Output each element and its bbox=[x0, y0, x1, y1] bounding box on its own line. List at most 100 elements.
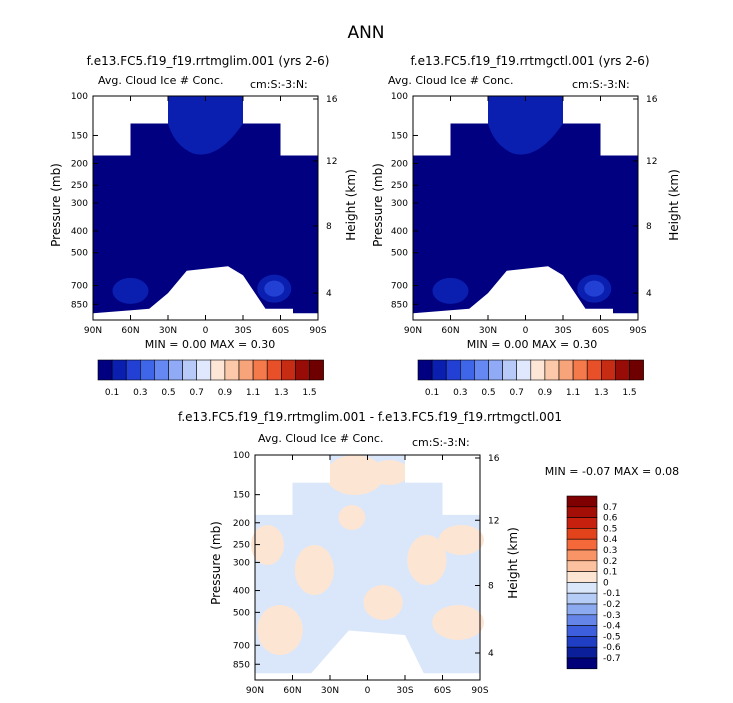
colorbar-swatch bbox=[502, 359, 518, 381]
diff-positive-patch bbox=[251, 525, 284, 565]
x-tick-label: 90S bbox=[471, 686, 488, 696]
y-right-tick-label: 16 bbox=[326, 95, 338, 105]
panel-3-colorbar: 0.70.60.50.40.30.20.10-0.1-0.2-0.3-0.4-0… bbox=[566, 495, 621, 670]
panel-3-title: f.e13.FC5.f19_f19.rrtmglim.001 - f.e13.F… bbox=[178, 410, 562, 424]
x-tick-label: 30S bbox=[396, 686, 413, 696]
y-tick-label: 100 bbox=[233, 451, 250, 461]
y-tick-label: 150 bbox=[391, 131, 408, 141]
y-tick-label: 300 bbox=[71, 199, 88, 209]
panel-1-ylabel: Pressure (mb) bbox=[49, 163, 63, 247]
diff-mask-right bbox=[405, 455, 480, 515]
colorbar-label: -0.7 bbox=[603, 654, 621, 664]
y-right-tick-label: 12 bbox=[488, 516, 499, 526]
panel-2-colorbar: 0.1 0.3 0.5 0.7 0.9 1.1 1.3 1.5 bbox=[417, 359, 644, 398]
x-tick-label: 30S bbox=[554, 326, 571, 336]
field-sh-max-inner bbox=[584, 280, 605, 297]
colorbar-swatch bbox=[474, 359, 489, 381]
y-right-tick-label: 8 bbox=[646, 222, 652, 232]
panel-3-ylabel-right: Height (km) bbox=[506, 527, 520, 598]
colorbar-swatch bbox=[97, 359, 113, 381]
colorbar-swatch bbox=[566, 614, 598, 626]
panel-2-subtitle: Avg. Cloud Ice # Conc. bbox=[388, 74, 513, 87]
y-right-tick-label: 12 bbox=[326, 157, 337, 167]
x-tick-label: 90S bbox=[309, 326, 326, 336]
colorbar-swatch bbox=[252, 359, 268, 381]
diff-positive-patch bbox=[326, 455, 384, 495]
field-nh-max bbox=[112, 277, 149, 304]
colorbar-label: -0.3 bbox=[603, 611, 621, 621]
diff-positive-patch bbox=[369, 460, 409, 485]
colorbar-swatch bbox=[544, 359, 560, 381]
colorbar-label: 0.7 bbox=[603, 503, 617, 513]
y-tick-label: 300 bbox=[233, 558, 250, 568]
panel-3-units: cm:S:-3:N: bbox=[412, 436, 470, 449]
colorbar-label: 0.3 bbox=[133, 388, 147, 398]
diff-positive-patch bbox=[407, 535, 447, 585]
diff-positive-patch bbox=[363, 585, 403, 620]
y-tick-label: 700 bbox=[391, 281, 408, 291]
colorbar-label: -0.6 bbox=[603, 643, 621, 653]
page-title: ANN bbox=[347, 23, 384, 43]
y-tick-label: 850 bbox=[71, 300, 88, 310]
y-right-tick-label: 16 bbox=[488, 454, 500, 464]
colorbar-swatch bbox=[566, 571, 598, 583]
colorbar-swatch bbox=[516, 359, 532, 381]
colorbar-label: 0.5 bbox=[603, 524, 617, 534]
colorbar-swatch bbox=[600, 359, 616, 381]
panel-1: f.e13.FC5.f19_f19.rrtmglim.001 (yrs 2-6)… bbox=[49, 54, 358, 398]
colorbar-label: -0.1 bbox=[603, 589, 621, 599]
diff-positive-patch bbox=[338, 505, 366, 530]
y-tick-label: 100 bbox=[71, 92, 88, 102]
x-tick-label: 30S bbox=[234, 326, 251, 336]
y-right-tick-label: 8 bbox=[326, 222, 332, 232]
colorbar-label: 0.9 bbox=[218, 388, 233, 398]
colorbar-label: 1.1 bbox=[246, 388, 260, 398]
x-tick-label: 30N bbox=[321, 686, 339, 696]
panel-2-minmax: MIN = 0.00 MAX = 0.30 bbox=[467, 338, 597, 351]
panel-2-plot: 90N 60N 30N 0 30S 60S 90S 100 150 200 250 300 400 500… bbox=[391, 92, 658, 336]
y-tick-label: 700 bbox=[233, 641, 250, 651]
x-tick-label: 90N bbox=[404, 326, 422, 336]
colorbar-label: 1.5 bbox=[302, 388, 316, 398]
x-tick-label: 60S bbox=[434, 686, 451, 696]
panel-3-ylabel: Pressure (mb) bbox=[209, 521, 223, 605]
y-tick-label: 850 bbox=[233, 660, 250, 670]
colorbar-swatch bbox=[224, 359, 240, 381]
y-right-tick-label: 16 bbox=[646, 95, 658, 105]
colorbar-label: 0.7 bbox=[190, 388, 204, 398]
colorbar-swatch bbox=[566, 582, 598, 594]
y-tick-label: 100 bbox=[391, 92, 408, 102]
colorbar-swatch bbox=[566, 657, 598, 670]
colorbar-swatch bbox=[566, 528, 598, 540]
panel-3: f.e13.FC5.f19_f19.rrtmglim.001 - f.e13.F… bbox=[178, 410, 679, 696]
colorbar-swatch bbox=[154, 359, 169, 381]
field-body bbox=[93, 96, 318, 314]
colorbar-swatch bbox=[615, 359, 630, 381]
panel-2-ylabel-right: Height (km) bbox=[667, 169, 681, 240]
colorbar-label: 1.5 bbox=[622, 388, 636, 398]
colorbar-swatch bbox=[558, 359, 574, 381]
colorbar-swatch bbox=[566, 560, 598, 572]
colorbar-label: 0.9 bbox=[538, 388, 553, 398]
colorbar-swatch bbox=[445, 359, 461, 381]
field-nh-max bbox=[432, 277, 469, 304]
panel-3-minmax: MIN = -0.07 MAX = 0.08 bbox=[545, 465, 679, 478]
colorbar-label: -0.2 bbox=[603, 600, 621, 610]
colorbar-label: 0.1 bbox=[603, 568, 617, 578]
y-tick-label: 500 bbox=[71, 249, 88, 259]
colorbar-label: 0.7 bbox=[510, 388, 524, 398]
y-tick-label: 200 bbox=[71, 159, 88, 169]
colorbar-label: 0 bbox=[603, 578, 609, 588]
colorbar-swatch bbox=[566, 625, 598, 637]
y-tick-label: 400 bbox=[391, 227, 408, 237]
colorbar-label: 1.3 bbox=[274, 388, 288, 398]
x-tick-label: 60N bbox=[121, 326, 139, 336]
colorbar-label: 0.2 bbox=[603, 557, 617, 567]
x-tick-label: 0 bbox=[203, 326, 209, 336]
y-tick-label: 850 bbox=[391, 300, 408, 310]
field-upper-cap bbox=[488, 96, 563, 155]
x-tick-label: 60S bbox=[272, 326, 289, 336]
panel-3-plot: 90N 60N 30N 0 30S 60S 90S 100 150 200 250 300 400 500… bbox=[233, 451, 500, 696]
colorbar-swatch bbox=[566, 506, 598, 518]
